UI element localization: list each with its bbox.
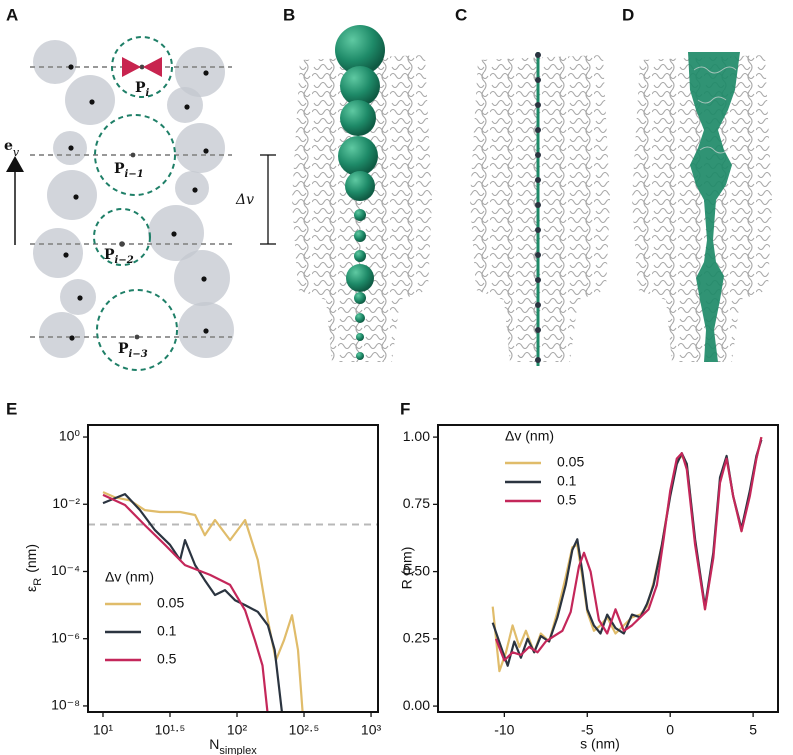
y-axis-label: εR(nm): [23, 544, 44, 592]
legend-label: 0.1: [557, 473, 577, 489]
y-tick-label: 1.00: [403, 428, 430, 444]
spacing-label: Δv: [235, 192, 254, 208]
panel-letter: F: [400, 399, 410, 418]
y-tick-label: 0.25: [403, 630, 430, 646]
x-tick-label: 10³: [361, 722, 382, 738]
structure-b: [292, 25, 432, 362]
x-tick-label: -10: [494, 722, 514, 738]
y-tick-label: 0.50: [403, 562, 430, 578]
legend-label: 0.5: [557, 492, 577, 508]
x-axis-label: Nsimplex: [209, 736, 257, 755]
point-label: Pi−2: [104, 247, 134, 266]
panel-letter: E: [6, 399, 17, 418]
legend-title: Δv (nm): [505, 428, 554, 444]
legend-title: Δv (nm): [105, 569, 154, 585]
probe-circles: [93, 36, 178, 371]
panel-letter: D: [622, 5, 634, 24]
x-tick-label: -5: [581, 722, 594, 738]
panel-letter: B: [283, 5, 295, 24]
series-line: [102, 493, 284, 712]
point-label: Pi−1: [114, 161, 144, 180]
x-axis-label: s (nm): [580, 736, 620, 752]
y-tick-label: 0.75: [403, 495, 430, 511]
x-tick-label: 10²: [227, 722, 248, 738]
panel-letter: C: [455, 5, 467, 24]
probe-centers: [119, 64, 145, 340]
series-line: [102, 491, 304, 712]
legend-label: 0.1: [157, 623, 177, 639]
structure-d: [632, 52, 772, 362]
series-line: [102, 493, 269, 712]
point-label: Pi: [135, 80, 150, 99]
series-line: [494, 436, 763, 662]
plot-frame: [437, 424, 779, 713]
structure-c: [470, 52, 610, 366]
y-tick-label: 10⁻⁸: [51, 697, 80, 713]
legend-label: 0.05: [557, 454, 584, 470]
x-tick-label: 10²·⁵: [289, 722, 320, 738]
panel-letter: A: [6, 5, 18, 24]
point-label: Pi−3: [118, 341, 148, 360]
spheres: [33, 40, 234, 358]
y-tick-label: 0.00: [403, 697, 430, 713]
y-axis-label: R (nm): [399, 547, 415, 590]
legend-label: 0.05: [157, 595, 184, 611]
spacing-bracket: [260, 154, 276, 245]
arrows: [122, 57, 162, 77]
y-tick-label: 10⁻⁶: [51, 629, 80, 645]
x-tick-label: 10¹·⁵: [155, 722, 186, 738]
legend-label: 0.5: [157, 651, 177, 667]
schematic: Pi Pi−1 Pi−2 Pi−3 ev Δv: [4, 36, 276, 371]
centers: [63, 64, 209, 341]
arrow-head: [6, 156, 24, 172]
y-tick-label: 10⁻⁴: [51, 562, 80, 578]
x-tick-label: 0: [666, 722, 674, 738]
x-tick-label: 5: [749, 722, 757, 738]
axis-label: ev: [4, 138, 20, 159]
x-tick-label: 10¹: [93, 722, 114, 738]
series-line: [491, 439, 763, 667]
y-tick-label: 10⁰: [59, 428, 81, 444]
plot-frame: [87, 424, 379, 713]
y-tick-label: 10⁻²: [52, 495, 80, 511]
